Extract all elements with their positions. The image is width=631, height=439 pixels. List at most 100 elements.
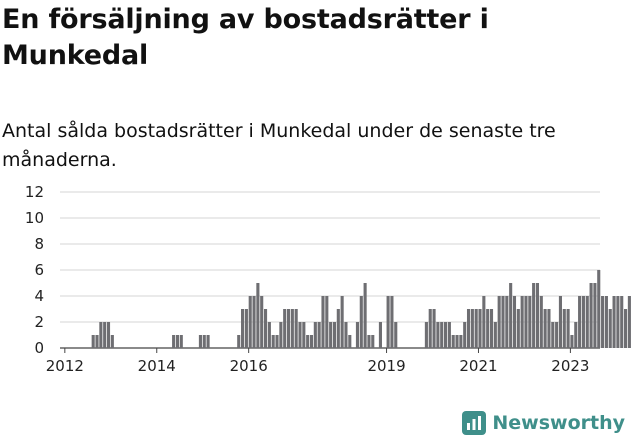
bar xyxy=(244,309,248,348)
bar xyxy=(260,296,264,348)
bar xyxy=(566,309,570,348)
y-tick-label: 2 xyxy=(34,313,44,331)
bar xyxy=(95,335,99,348)
bar xyxy=(237,335,241,348)
y-tick-label: 4 xyxy=(34,287,44,305)
bar xyxy=(267,322,271,348)
bar xyxy=(551,322,555,348)
bar xyxy=(202,335,206,348)
bar xyxy=(601,296,605,348)
bar xyxy=(585,296,589,348)
bar xyxy=(535,283,540,348)
bar xyxy=(110,335,114,348)
bar xyxy=(248,296,252,348)
bar xyxy=(604,296,608,348)
bar xyxy=(241,309,245,348)
bar xyxy=(447,322,451,348)
bar xyxy=(329,322,333,348)
bar xyxy=(497,296,501,348)
bar xyxy=(451,335,455,348)
bar xyxy=(478,309,482,348)
x-tick-label: 2023 xyxy=(551,357,589,375)
bar xyxy=(482,296,486,348)
bar xyxy=(367,335,371,348)
bar xyxy=(581,296,585,348)
bar xyxy=(286,309,291,348)
bar xyxy=(394,322,398,348)
x-tick-label: 2012 xyxy=(46,357,84,375)
y-tick-label: 10 xyxy=(25,209,44,227)
bar xyxy=(543,309,547,348)
bar xyxy=(501,296,505,348)
x-tick-label: 2021 xyxy=(459,357,497,375)
bar xyxy=(355,322,360,348)
bar xyxy=(470,309,474,348)
bar xyxy=(325,296,329,348)
bar xyxy=(444,322,448,348)
bar xyxy=(386,296,390,348)
bar xyxy=(474,309,478,348)
x-tick-label: 2016 xyxy=(230,357,268,375)
bar xyxy=(578,296,582,348)
bar xyxy=(313,322,317,348)
bar xyxy=(348,335,352,348)
bar xyxy=(344,322,348,348)
newsworthy-logo-icon xyxy=(462,411,487,435)
bar xyxy=(106,322,111,348)
bar xyxy=(279,322,283,348)
chart-title: En försäljning av bostadsrätter i Munked… xyxy=(2,4,489,71)
bar xyxy=(263,309,268,348)
bar xyxy=(359,296,363,348)
bar xyxy=(275,335,279,348)
bar xyxy=(440,322,444,348)
bar xyxy=(547,309,551,348)
bar xyxy=(539,296,543,348)
bar xyxy=(528,296,532,348)
bar xyxy=(317,322,321,348)
bar xyxy=(428,309,432,348)
bar xyxy=(486,309,490,348)
bar xyxy=(570,335,574,348)
bar xyxy=(505,296,509,348)
chart-subtitle: Antal sålda bostadsrätter i Munkedal und… xyxy=(2,120,556,171)
bar xyxy=(532,283,536,348)
bar xyxy=(512,296,517,348)
bar xyxy=(589,283,593,348)
bar xyxy=(321,296,325,348)
bar xyxy=(558,296,562,348)
x-tick-label: 2019 xyxy=(367,357,405,375)
bar xyxy=(489,309,494,348)
bar xyxy=(172,335,176,348)
y-tick-label: 8 xyxy=(34,235,44,253)
bar xyxy=(493,322,497,348)
bar xyxy=(390,296,394,348)
bar xyxy=(608,309,612,348)
bar xyxy=(271,335,275,348)
bar xyxy=(509,283,513,348)
bar xyxy=(432,309,436,348)
bar xyxy=(459,335,463,348)
bar xyxy=(555,322,559,348)
bar-chart: 02468101212012201420162019202120232025 xyxy=(25,183,631,375)
bar xyxy=(283,309,287,348)
bar xyxy=(332,322,337,348)
bar xyxy=(290,309,294,348)
bar xyxy=(524,296,528,348)
x-tick-label: 2014 xyxy=(138,357,176,375)
bar xyxy=(103,322,107,348)
bar xyxy=(516,309,520,348)
bar xyxy=(175,335,179,348)
bar xyxy=(91,335,95,348)
brand-name: Newsworthy xyxy=(492,412,625,434)
bar xyxy=(306,335,310,348)
bar xyxy=(99,322,103,348)
bar xyxy=(612,296,616,348)
bar xyxy=(206,335,210,348)
bar xyxy=(363,283,367,348)
bar xyxy=(198,335,202,348)
bar xyxy=(574,322,578,348)
bar xyxy=(336,309,340,348)
bar xyxy=(256,283,260,348)
bar xyxy=(620,296,624,348)
brand-footer: Newsworthy xyxy=(462,411,625,435)
